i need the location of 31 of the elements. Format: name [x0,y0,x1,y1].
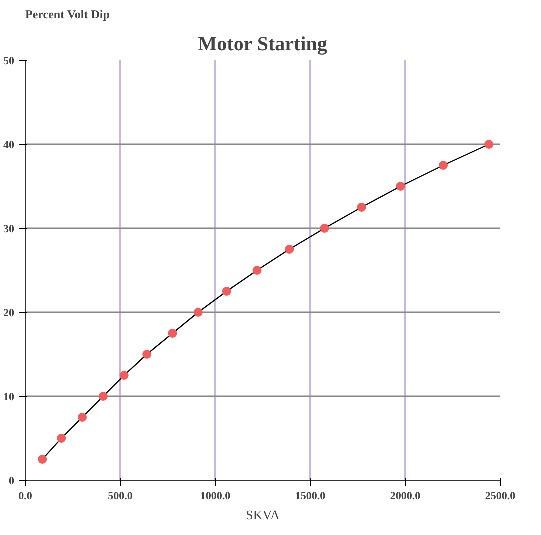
point [484,140,494,149]
point [57,434,66,443]
y-axis-title: Percent Volt Dip [26,8,110,22]
y-tick-label: 30 [4,224,15,236]
point [168,329,178,338]
point [38,455,48,464]
y-tick-label: 40 [4,140,15,152]
x-tick-label: 2500.0 [485,490,516,502]
point [357,203,366,212]
point [396,182,406,191]
x-tick-label: 0.0 [18,490,33,502]
x-tick-label: 500.0 [108,490,134,502]
x-axis-title: SKVA [246,508,280,522]
point [120,371,129,380]
point [222,287,232,296]
x-tick-label: 1500.0 [295,490,326,502]
point [194,308,203,317]
y-tick-label: 50 [4,56,15,68]
y-tick-label: 0 [9,476,15,488]
y-tick-label: 20 [4,308,15,320]
point [320,224,330,233]
point [252,266,262,275]
y-tick-label: 10 [4,392,15,404]
point [439,161,448,170]
point [142,350,152,359]
point [78,413,87,422]
x-tick-label: 2000.0 [390,490,422,502]
x-tick-label: 1000.0 [200,490,232,502]
point [285,245,294,254]
point [98,392,108,401]
chart-title: Motor Starting [198,34,328,56]
